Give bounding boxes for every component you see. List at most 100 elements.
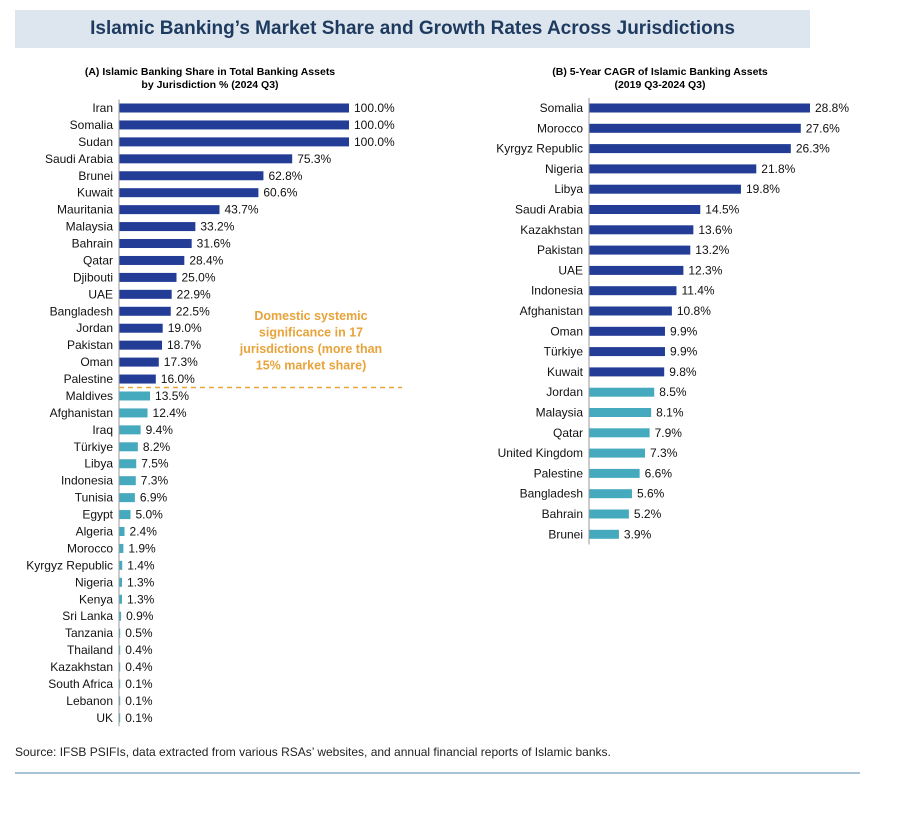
category-label: Morocco (67, 541, 113, 555)
bar (119, 696, 121, 706)
category-label: Saudi Arabia (45, 152, 113, 166)
value-label: 7.5% (141, 457, 169, 471)
value-label: 27.6% (806, 121, 840, 135)
category-label: Bahrain (542, 507, 583, 521)
title-banner: Islamic Banking’s Market Share and Growt… (15, 10, 810, 48)
bar (119, 255, 185, 265)
value-label: 12.3% (688, 263, 722, 277)
category-label: Qatar (553, 426, 583, 440)
category-label: Jordan (76, 321, 113, 335)
category-label: Sri Lanka (62, 609, 113, 623)
bar (589, 164, 757, 174)
value-label: 14.5% (705, 203, 739, 217)
bar (589, 123, 801, 133)
bar (119, 154, 293, 164)
value-label: 22.9% (177, 287, 211, 301)
bar (119, 272, 177, 282)
value-label: 9.8% (669, 365, 697, 379)
annotation-text-line: significance in 17 (259, 326, 363, 340)
category-label: Maldives (66, 389, 113, 403)
value-label: 9.4% (146, 423, 174, 437)
value-label: 8.1% (656, 406, 684, 420)
category-label: Tunisia (75, 491, 114, 505)
bar (589, 367, 665, 377)
category-label: Egypt (82, 508, 113, 522)
category-label: Thailand (67, 643, 113, 657)
category-label: Türkiye (544, 345, 584, 359)
bar (119, 239, 192, 249)
category-label: Libya (84, 457, 113, 471)
value-label: 10.8% (677, 304, 711, 318)
category-label: Morocco (537, 121, 583, 135)
value-label: 1.3% (127, 592, 155, 606)
annotation: Domestic systemic significance in 17 juris… (119, 309, 402, 389)
value-label: 60.6% (263, 186, 297, 200)
bar (589, 205, 701, 214)
value-label: 6.9% (140, 491, 168, 505)
value-label: 7.3% (650, 446, 678, 460)
value-label: 0.1% (125, 711, 153, 725)
category-label: Qatar (83, 253, 113, 267)
category-label: Bangladesh (520, 487, 583, 501)
category-label: Mauritania (57, 203, 113, 217)
category-label: Sudan (78, 135, 113, 149)
category-label: United Kingdom (498, 446, 583, 460)
value-label: 1.9% (128, 541, 156, 555)
category-label: Kuwait (547, 365, 584, 379)
value-label: 0.1% (125, 677, 153, 691)
value-label: 16.0% (161, 372, 195, 386)
bar (119, 628, 121, 638)
bar (589, 144, 791, 154)
bar (119, 323, 163, 333)
category-label: Kazakhstan (520, 223, 583, 237)
value-label: 22.5% (176, 304, 210, 318)
value-label: 17.3% (164, 355, 198, 369)
value-label: 26.3% (796, 142, 830, 156)
bar (119, 171, 264, 181)
annotation-text-line: jurisdictions (more than (239, 342, 382, 356)
bar (589, 326, 665, 336)
bar (119, 493, 135, 503)
bar (119, 577, 122, 587)
category-label: Saudi Arabia (515, 203, 583, 217)
value-label: 5.6% (637, 487, 665, 501)
value-label: 8.2% (143, 440, 171, 454)
category-label: Palestine (534, 466, 584, 480)
value-label: 33.2% (200, 220, 234, 234)
chart-a-title-line-2: by Jurisdiction % (2024 Q3) (141, 79, 279, 91)
value-label: 28.8% (815, 101, 849, 115)
value-label: 13.2% (695, 243, 729, 257)
value-label: 18.7% (167, 338, 201, 352)
bar (589, 408, 652, 417)
category-label: Pakistan (537, 243, 583, 257)
category-label: Iran (92, 101, 113, 115)
category-label: Indonesia (531, 284, 583, 298)
bar (119, 527, 125, 536)
chart-a-title-line-1: (A) Islamic Banking Share in Total Banki… (84, 66, 336, 78)
category-label: South Africa (48, 677, 113, 691)
category-label: Tanzania (65, 626, 113, 640)
page-title: Islamic Banking’s Market Share and Growt… (90, 18, 735, 39)
value-label: 0.5% (125, 626, 153, 640)
value-label: 62.8% (268, 169, 302, 183)
value-label: 2.4% (130, 525, 158, 539)
bar (589, 265, 684, 275)
category-label: Malaysia (66, 220, 114, 234)
bar (589, 468, 640, 478)
bar (589, 387, 655, 397)
category-label: Kyrgyz Republic (496, 142, 583, 156)
value-label: 13.6% (698, 223, 732, 237)
annotation-text-line: Domestic systemic (254, 309, 367, 323)
bar (119, 594, 122, 604)
value-label: 7.3% (141, 474, 169, 488)
bar (589, 448, 646, 458)
value-label: 6.6% (645, 466, 673, 480)
chart-b-title: (B) 5-Year CAGR of Islamic Banking Asset… (510, 66, 810, 92)
bar (119, 357, 159, 367)
category-label: Afghanistan (50, 406, 113, 420)
value-label: 43.7% (225, 203, 259, 217)
bar (119, 510, 131, 520)
category-label: Somalia (70, 118, 114, 132)
value-label: 19.0% (168, 321, 202, 335)
